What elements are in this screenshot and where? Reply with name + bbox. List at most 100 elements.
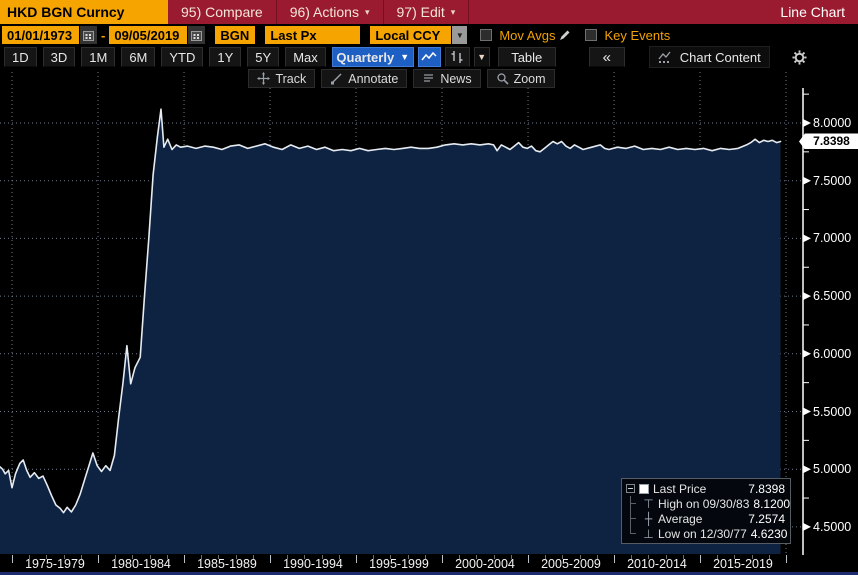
- x-axis-tick: [786, 555, 787, 563]
- legend-row-average: ┼ Average 7.2574: [626, 511, 785, 526]
- x-axis-tick: [700, 555, 701, 563]
- zoom-button[interactable]: Zoom: [486, 69, 555, 88]
- chart-tools-bar: Track Annotate News Zoom: [0, 69, 803, 88]
- x-axis-minor-tick: [631, 555, 632, 559]
- ohlc-bars-icon: [451, 51, 463, 63]
- y-axis-label: 7.0000: [813, 231, 852, 246]
- pencil-icon[interactable]: [559, 29, 571, 41]
- compare-button-label: 95) Compare: [181, 4, 263, 20]
- price-chart-plot[interactable]: [0, 68, 858, 555]
- actions-button[interactable]: 96) Actions ▾: [277, 0, 384, 24]
- x-axis-minor-tick: [511, 555, 512, 559]
- range-button-1y[interactable]: 1Y: [209, 47, 242, 67]
- period-dropdown[interactable]: Quarterly ▼: [331, 47, 414, 67]
- table-button[interactable]: Table: [497, 47, 556, 67]
- line-chart-type-button[interactable]: [417, 47, 441, 67]
- x-axis-tick: [528, 555, 529, 563]
- page-title: Line Chart: [780, 4, 845, 20]
- y-axis-label: 6.5000: [813, 289, 852, 304]
- x-axis-minor-tick: [236, 555, 237, 559]
- x-axis-label: 1980-1984: [111, 557, 171, 571]
- actions-button-label: 96) Actions: [289, 4, 359, 20]
- chart-content-icon: [658, 51, 671, 63]
- x-axis-minor-tick: [373, 555, 374, 559]
- x-axis-minor-tick: [304, 555, 305, 559]
- range-button-1m[interactable]: 1M: [81, 47, 116, 67]
- x-axis-minor-tick: [253, 555, 254, 559]
- currency-selector[interactable]: Local CCY: [370, 26, 452, 44]
- price-field-selector[interactable]: Last Px: [265, 26, 361, 44]
- pricing-source-field[interactable]: BGN: [215, 26, 256, 44]
- legend-value: 8.1200: [753, 496, 791, 511]
- range-button-max[interactable]: Max: [285, 47, 326, 67]
- x-axis-minor-tick: [425, 555, 426, 559]
- x-axis-label: 2000-2004: [455, 557, 515, 571]
- x-axis-minor-tick: [545, 555, 546, 559]
- track-button-label: Track: [275, 71, 307, 86]
- mov-avgs-checkbox[interactable]: [480, 29, 493, 41]
- x-axis-minor-tick: [562, 555, 563, 559]
- legend-tree-branch: [630, 526, 639, 534]
- annotate-button[interactable]: Annotate: [321, 69, 408, 88]
- compare-button[interactable]: 95) Compare: [168, 0, 277, 24]
- edit-button[interactable]: 97) Edit ▾: [384, 0, 470, 24]
- x-axis-minor-tick: [322, 555, 323, 559]
- x-axis-minor-tick: [580, 555, 581, 559]
- gear-icon: [792, 49, 807, 65]
- news-button[interactable]: News: [413, 69, 481, 88]
- end-date-calendar-button[interactable]: [187, 26, 206, 44]
- legend-value: 7.8398: [748, 481, 785, 496]
- x-axis-minor-tick: [717, 555, 718, 559]
- track-button[interactable]: Track: [248, 69, 316, 88]
- y-axis-label: 5.0000: [813, 462, 852, 477]
- range-button-6m[interactable]: 6M: [121, 47, 156, 67]
- x-axis-minor-tick: [201, 555, 202, 559]
- x-axis-tick: [184, 555, 185, 563]
- key-events-checkbox[interactable]: [585, 29, 598, 41]
- legend-label: Low on 12/30/77: [658, 526, 747, 541]
- x-axis-label: 1985-1989: [197, 557, 257, 571]
- legend-tree-branch: [630, 496, 639, 511]
- x-axis-minor-tick: [46, 555, 47, 559]
- calendar-icon: [83, 30, 94, 41]
- bar-chart-type-button[interactable]: [444, 47, 470, 67]
- x-axis-label: 1990-1994: [283, 557, 343, 571]
- x-axis-minor-tick: [132, 555, 133, 559]
- zoom-button-label: Zoom: [513, 71, 546, 86]
- x-axis-minor-tick: [218, 555, 219, 559]
- x-axis-minor-tick: [29, 555, 30, 559]
- track-crosshair-icon: [257, 72, 271, 85]
- x-axis-tick: [442, 555, 443, 563]
- x-axis-minor-tick: [64, 555, 65, 559]
- range-button-5y[interactable]: 5Y: [247, 47, 280, 67]
- range-button-3d[interactable]: 3D: [42, 47, 76, 67]
- settings-button[interactable]: [785, 47, 814, 67]
- range-button-ytd[interactable]: YTD: [161, 47, 204, 67]
- period-dropdown-label: Quarterly: [336, 49, 395, 65]
- chart-legend[interactable]: Last Price 7.8398 ⊤ High on 09/30/83 8.1…: [621, 478, 791, 544]
- x-axis-minor-tick: [648, 555, 649, 559]
- chart-content-button[interactable]: Chart Content: [648, 46, 770, 68]
- legend-expander-icon[interactable]: [626, 484, 635, 493]
- end-date-field[interactable]: 09/05/2019: [109, 26, 188, 44]
- last-price-swatch-icon: [639, 483, 649, 494]
- legend-row-last-price[interactable]: Last Price 7.8398: [626, 481, 785, 496]
- magnifier-icon: [496, 73, 509, 85]
- key-events-label: Key Events: [604, 27, 671, 43]
- start-date-field[interactable]: 01/01/1973: [2, 26, 79, 44]
- start-date-calendar-button[interactable]: [79, 26, 97, 44]
- chart-settings-bar: 01/01/1973 - 09/05/2019 BGN Last Px Loca…: [0, 24, 858, 46]
- legend-value: 7.2574: [748, 511, 785, 526]
- security-ticker-field[interactable]: HKD BGN Curncy: [0, 0, 168, 24]
- chart-type-dropdown[interactable]: ▼: [473, 47, 490, 67]
- calendar-icon: [191, 30, 203, 41]
- x-axis-minor-tick: [494, 555, 495, 559]
- news-icon: [424, 74, 434, 82]
- x-axis-tick: [614, 555, 615, 563]
- currency-dropdown-button[interactable]: ▼: [451, 26, 468, 44]
- collapse-panel-button[interactable]: «: [588, 47, 625, 67]
- range-button-1d[interactable]: 1D: [4, 47, 37, 67]
- x-axis-minor-tick: [339, 555, 340, 559]
- x-axis: 1975-1979 1980-1984 1985-1989 1990-1994 1995…: [0, 555, 858, 572]
- last-price-value: 7.8398: [813, 134, 850, 149]
